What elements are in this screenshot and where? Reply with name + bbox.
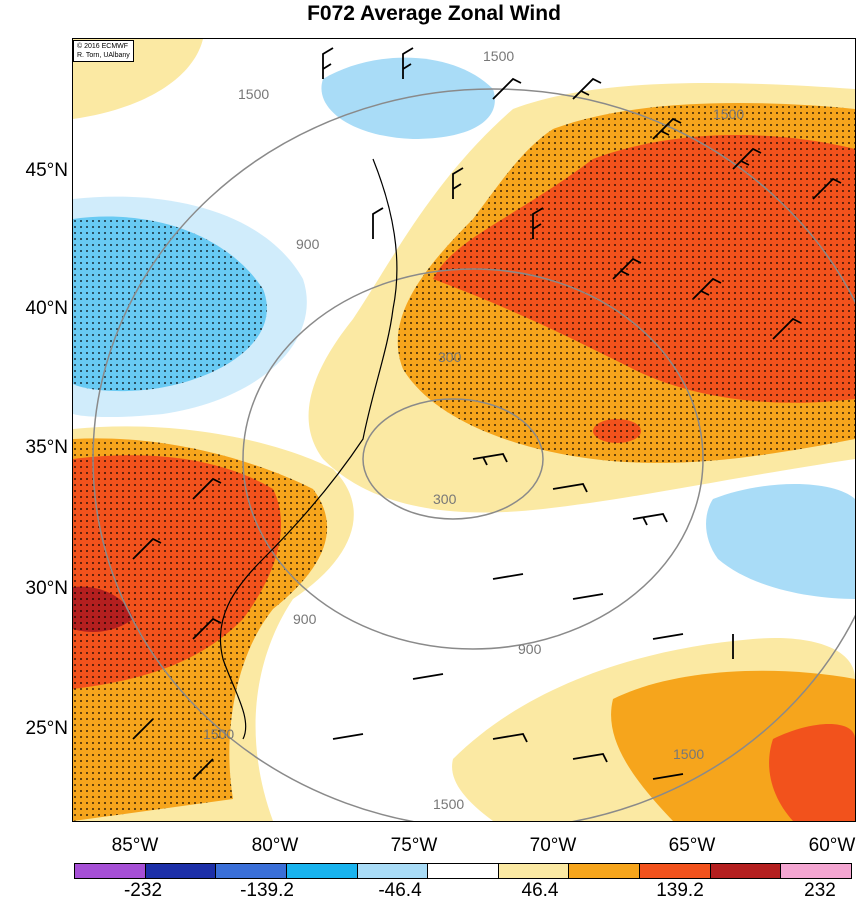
contour-label: 1500 bbox=[238, 86, 269, 102]
colorbar-swatch bbox=[498, 864, 570, 878]
lat-label: 30°N bbox=[25, 578, 68, 599]
map-panel: 300 300 900 900 900 1500 1500 1500 1500 … bbox=[72, 38, 856, 822]
lat-label: 45°N bbox=[25, 160, 68, 181]
colorbar-tick: -232 bbox=[123, 880, 163, 901]
lon-label: 80°W bbox=[251, 835, 299, 856]
contour-label: 1500 bbox=[483, 48, 514, 64]
red-region-southeast bbox=[769, 724, 855, 821]
lon-label: 65°W bbox=[668, 835, 716, 856]
contour-label: 300 bbox=[438, 349, 462, 365]
colorbar-swatch bbox=[781, 864, 852, 878]
stipple-west bbox=[73, 216, 267, 392]
colorbar-swatch bbox=[145, 864, 217, 878]
contour-label: 1500 bbox=[203, 726, 234, 742]
stipple-south bbox=[73, 438, 328, 821]
contour-label: 900 bbox=[518, 641, 542, 657]
lon-label: 75°W bbox=[390, 835, 438, 856]
lat-label: 40°N bbox=[25, 298, 68, 319]
lightblue-region-east bbox=[706, 484, 855, 599]
contour-label: 900 bbox=[296, 236, 320, 252]
colorbar-swatch bbox=[428, 864, 499, 878]
colorbar-swatch bbox=[640, 864, 711, 878]
wind-barbs bbox=[132, 47, 842, 780]
height-contours bbox=[92, 88, 855, 821]
credit-line: R. Torn, UAlbany bbox=[77, 52, 130, 59]
colorbar-swatch bbox=[710, 864, 782, 878]
lat-label: 25°N bbox=[25, 718, 68, 739]
contour-label: 1500 bbox=[433, 796, 464, 812]
lon-label: 85°W bbox=[111, 835, 159, 856]
colorbar-tick: 46.4 bbox=[521, 880, 559, 901]
lon-label: 60°W bbox=[808, 835, 856, 856]
colorbar-tick: -46.4 bbox=[378, 880, 422, 901]
chart-title: F072 Average Zonal Wind bbox=[307, 2, 561, 25]
colorbar bbox=[74, 863, 852, 879]
colorbar-swatch bbox=[569, 864, 641, 878]
contour-label-group: 300 300 900 900 900 1500 1500 1500 1500 … bbox=[203, 48, 744, 812]
coastline bbox=[219, 158, 398, 740]
colorbar-swatch bbox=[216, 864, 287, 878]
contour-label: 1500 bbox=[713, 106, 744, 122]
lon-label: 70°W bbox=[529, 835, 577, 856]
credit-line: © 2016 ECMWF bbox=[77, 43, 129, 50]
colorbar-swatch bbox=[286, 864, 358, 878]
stipple-north bbox=[397, 103, 855, 463]
colorbar-tick: -139.2 bbox=[240, 880, 294, 901]
lat-label: 35°N bbox=[25, 437, 68, 458]
lightblue-region-north bbox=[321, 57, 495, 139]
credit-box: © 2016 ECMWF R. Torn, UAlbany bbox=[73, 40, 134, 62]
colorbar-swatch bbox=[75, 864, 146, 878]
contour-label: 1500 bbox=[673, 746, 704, 762]
colorbar-swatch bbox=[357, 864, 429, 878]
colorbar-tick: 232 bbox=[804, 880, 836, 901]
zonal-wind-map: 300 300 900 900 900 1500 1500 1500 1500 … bbox=[73, 39, 855, 821]
contour-label: 300 bbox=[433, 491, 457, 507]
colorbar-tick: 139.2 bbox=[656, 880, 704, 901]
contour-label: 900 bbox=[293, 611, 317, 627]
